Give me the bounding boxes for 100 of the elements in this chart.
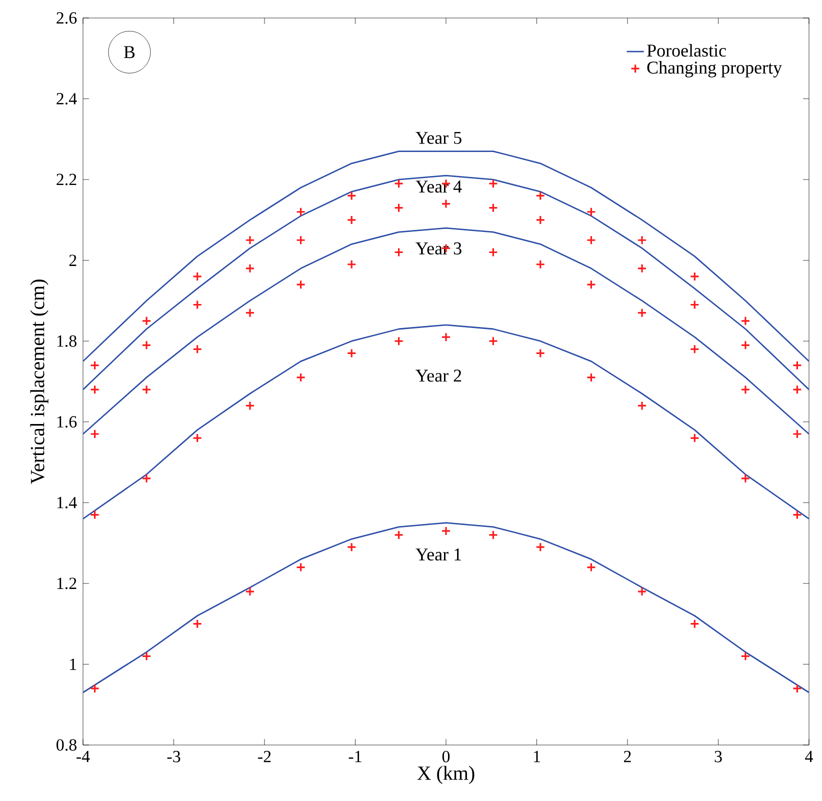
point: [296, 207, 306, 217]
y-tick-label: 1.8: [57, 335, 76, 347]
point: [394, 247, 404, 258]
y-tick-label: 0.8: [56, 739, 76, 751]
y-tick-label: 2: [69, 254, 76, 266]
x-tick-label: -2: [258, 750, 271, 762]
point: [488, 530, 498, 540]
point: [192, 272, 202, 282]
x-tick-label: 1: [534, 750, 540, 762]
line-series: [83, 227, 809, 435]
point: [192, 344, 202, 354]
point: [536, 215, 546, 225]
point: [690, 300, 700, 310]
x-axis-title: X (km): [417, 766, 474, 784]
point: [792, 360, 802, 370]
legend-label: Poroelastic: [647, 44, 726, 57]
point: [142, 651, 152, 661]
x-tick-label: -1: [348, 750, 362, 762]
point: [90, 684, 100, 694]
y-tick-label: 1.2: [57, 578, 76, 590]
point: [192, 300, 202, 310]
point: [346, 215, 356, 225]
point: [637, 308, 647, 318]
y-tick-label: 1.6: [57, 416, 77, 428]
point: [536, 348, 546, 358]
point: [394, 203, 404, 213]
point: [637, 264, 647, 274]
point: [245, 235, 255, 245]
point: [690, 344, 700, 354]
point: [690, 619, 700, 629]
point: [690, 272, 700, 282]
point: [245, 308, 255, 318]
point: [441, 332, 451, 342]
y-axis-title: Vertical isplacement (cm): [30, 280, 48, 484]
point: [142, 384, 152, 394]
point: [637, 586, 647, 596]
point: [346, 260, 356, 270]
point: [740, 384, 750, 394]
y-tick-label: 1: [70, 658, 76, 670]
point: [394, 336, 404, 346]
point: [637, 400, 647, 411]
point: [740, 474, 750, 484]
point: [792, 510, 802, 520]
annotation: Year 5: [416, 132, 462, 144]
point: [296, 372, 306, 382]
point: [488, 336, 498, 346]
point: [142, 316, 152, 326]
annotation: Year 1: [416, 548, 461, 561]
point: [192, 433, 202, 443]
point: [637, 235, 647, 245]
point: [488, 247, 498, 258]
y-tick-label: 2.4: [56, 93, 77, 105]
point: [586, 235, 596, 245]
x-tick-label: 3: [714, 750, 722, 762]
point: [90, 384, 100, 394]
line-series: [83, 522, 809, 694]
point: [142, 474, 152, 484]
point: [346, 542, 356, 552]
point: [441, 526, 451, 536]
y-tick-label: 2.6: [56, 12, 77, 24]
point: [536, 260, 546, 270]
x-tick-label: 2: [624, 750, 631, 762]
point: [792, 684, 802, 694]
point: [296, 562, 306, 572]
annotation: B: [124, 46, 135, 58]
point: [536, 542, 546, 552]
point: [90, 429, 100, 439]
point: [740, 316, 750, 326]
point: [740, 651, 750, 661]
point: [346, 348, 356, 358]
point: [441, 198, 451, 209]
point: [488, 178, 498, 188]
legend-label: Changing property: [647, 61, 782, 78]
point: [740, 340, 750, 350]
point: [90, 360, 100, 370]
x-tick-label: -4: [76, 750, 90, 762]
point: [90, 510, 100, 520]
point: [142, 340, 152, 350]
point: [346, 190, 356, 201]
point: [192, 619, 202, 629]
y-tick-label: 1.4: [57, 496, 77, 508]
point: [296, 280, 306, 290]
line-series: [83, 174, 809, 390]
point: [245, 264, 255, 274]
point: [792, 429, 802, 439]
point: [586, 280, 596, 290]
x-tick-label: 4: [805, 750, 813, 762]
point: [536, 190, 546, 201]
point: [394, 530, 404, 540]
point: [296, 235, 306, 245]
x-tick-label: 0: [442, 750, 450, 762]
point: [394, 178, 404, 188]
x-tick-label: -3: [167, 750, 180, 762]
annotation: Year 2: [416, 370, 462, 382]
line-series: [83, 324, 809, 520]
y-tick-label: 2.2: [56, 174, 76, 186]
point: [586, 562, 596, 572]
annotation: Year 4: [416, 180, 462, 193]
point: [586, 207, 596, 217]
point: [245, 586, 255, 596]
